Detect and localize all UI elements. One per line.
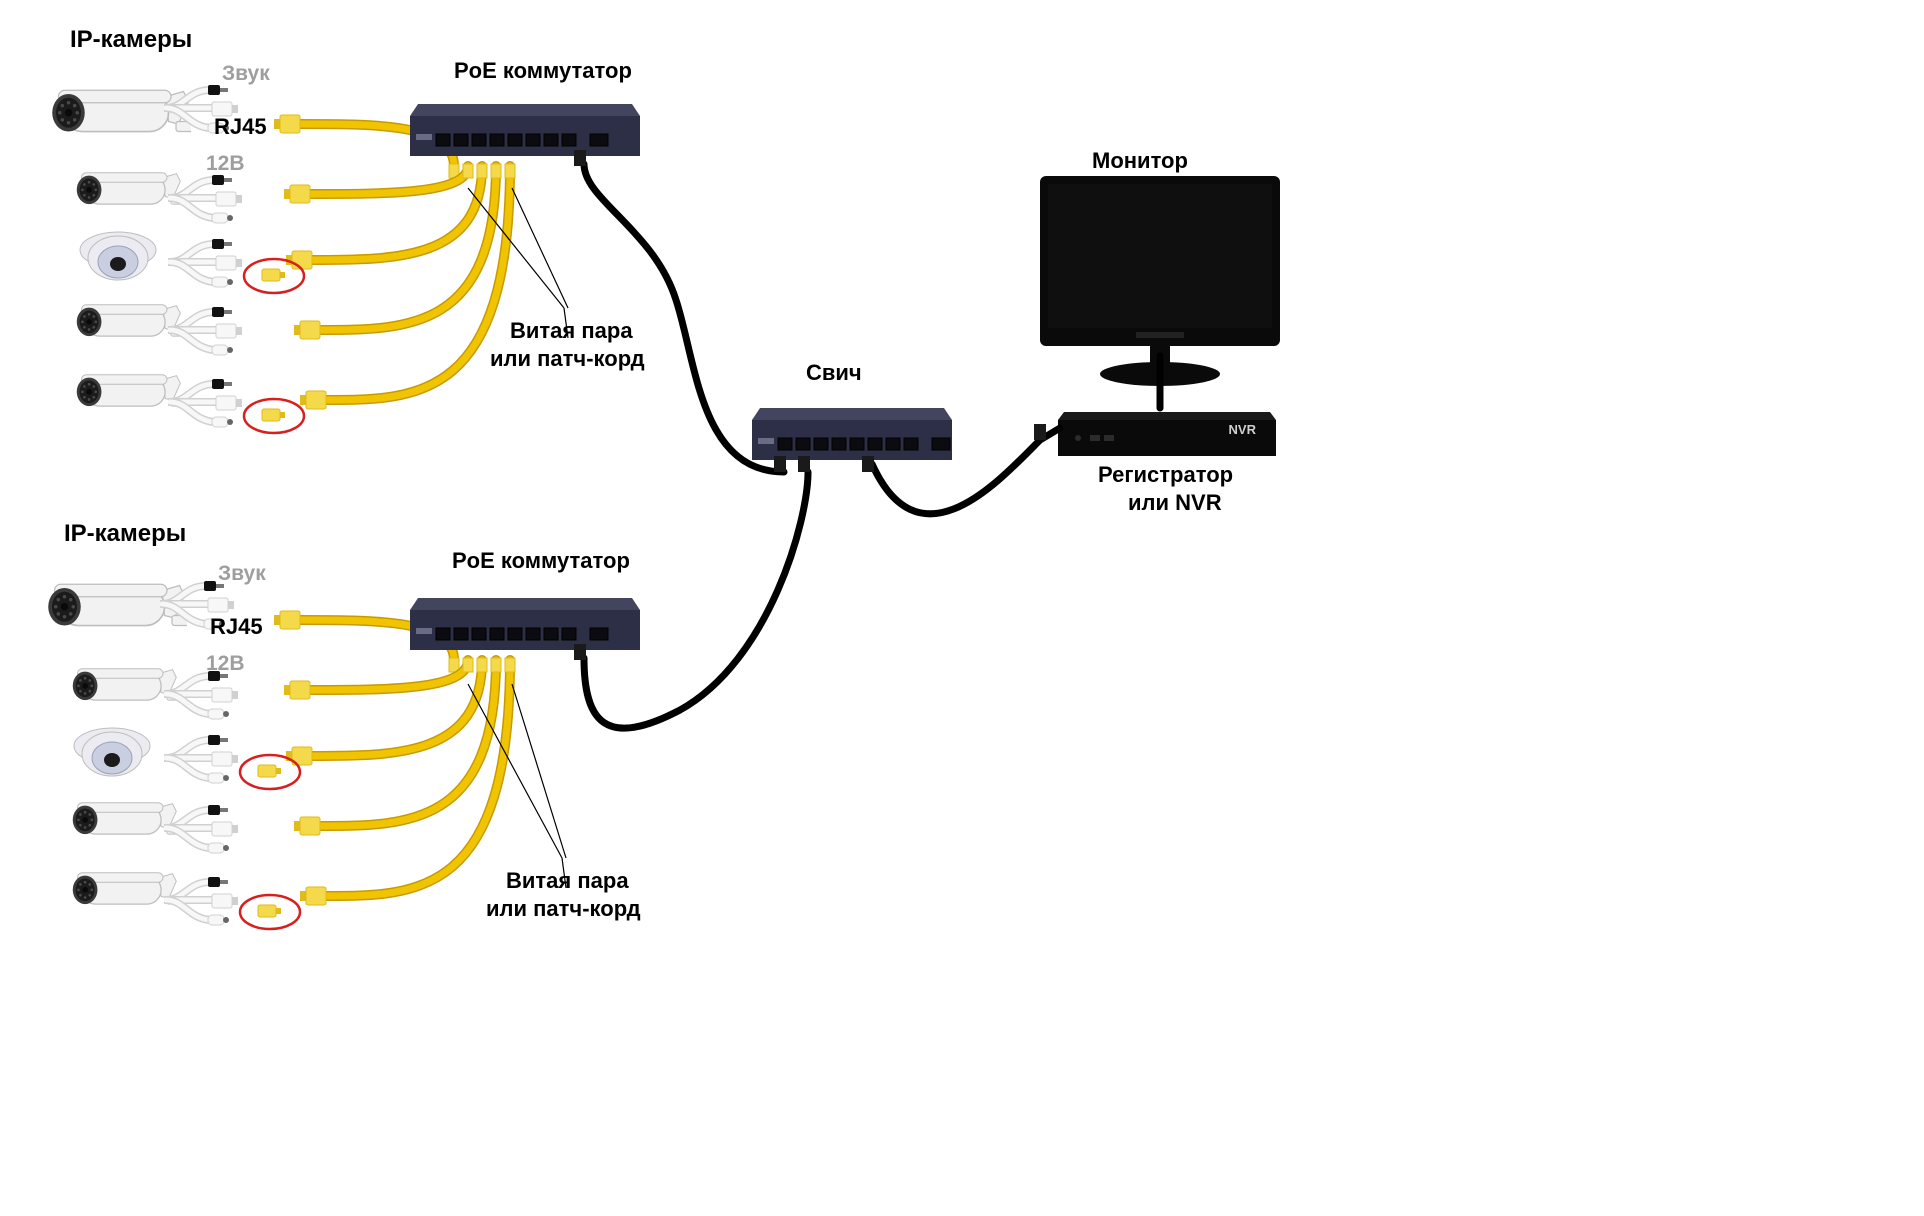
lbl-poe-top: PoE коммутатор — [454, 58, 632, 84]
poe-switch-bot — [410, 588, 640, 664]
lbl-rj45-bot: RJ45 — [210, 614, 263, 640]
highlight-ring — [238, 752, 302, 792]
hub-switch — [752, 398, 952, 474]
camera-pigtail — [168, 300, 298, 364]
ip-camera-dome — [72, 724, 158, 784]
svg-text:NVR: NVR — [1229, 422, 1257, 437]
lbl-ipcams-top: IP-камеры — [70, 26, 192, 54]
monitor — [1040, 176, 1280, 406]
lbl-tp1-bot: Витая пара — [506, 868, 629, 894]
camera-pigtail — [164, 798, 294, 862]
lbl-sound-bot: Звук — [218, 562, 266, 586]
highlight-ring — [242, 256, 306, 296]
nvr-recorder: NVR — [1058, 408, 1276, 462]
ip-camera-dome — [78, 228, 164, 288]
lbl-poe-bot: PoE коммутатор — [452, 548, 630, 574]
lbl-rec1: Регистратор — [1098, 462, 1233, 488]
lbl-sound-top: Звук — [222, 62, 270, 86]
lbl-rec2: или NVR — [1128, 490, 1222, 516]
diagram-stage: NVR IP-камеры Звук RJ45 12В PoE коммутатор Вит… — [0, 0, 1924, 1216]
highlight-ring — [238, 892, 302, 932]
lbl-ipcams-bot: IP-камеры — [64, 520, 186, 548]
lbl-monitor: Монитор — [1092, 148, 1188, 174]
poe-switch-top — [410, 94, 640, 170]
lbl-12v-top: 12В — [206, 152, 245, 176]
lbl-tp1-top: Витая пара — [510, 318, 633, 344]
lbl-12v-bot: 12В — [206, 652, 245, 676]
camera-pigtail — [168, 168, 298, 232]
lbl-rj45-top: RJ45 — [214, 114, 267, 140]
lbl-switch: Свич — [806, 360, 862, 386]
lbl-tp2-top: или патч-корд — [490, 346, 645, 372]
lbl-tp2-bot: или патч-корд — [486, 896, 641, 922]
highlight-ring — [242, 396, 306, 436]
